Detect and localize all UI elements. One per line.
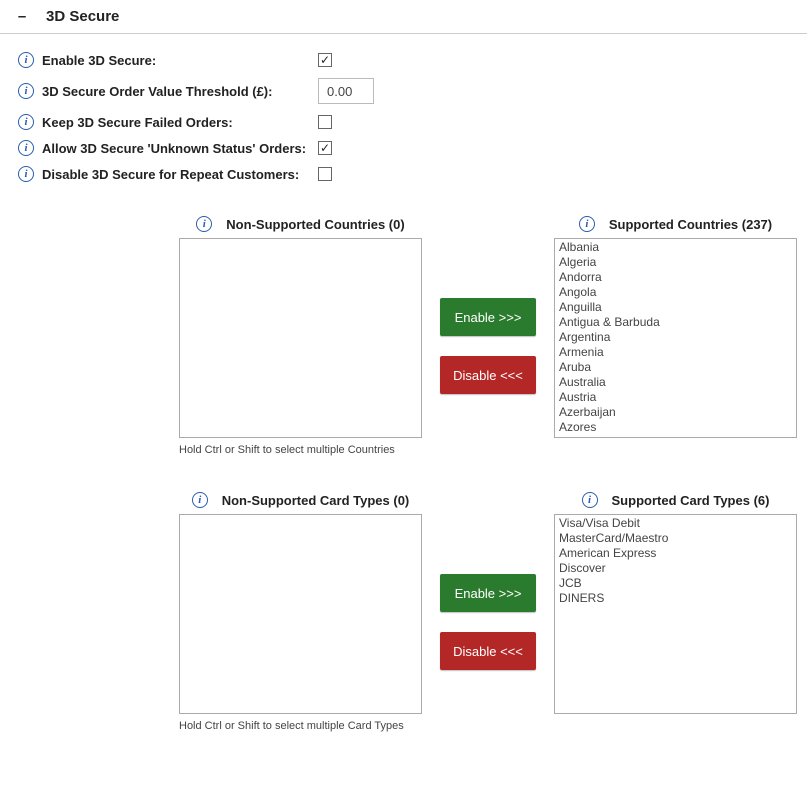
- info-icon[interactable]: i: [18, 114, 34, 130]
- setting-label: Enable 3D Secure:: [42, 53, 312, 68]
- cardtypes-transfer: i Non-Supported Card Types (0) Hold Ctrl…: [167, 472, 807, 736]
- setting-label: Keep 3D Secure Failed Orders:: [42, 115, 312, 130]
- list-item[interactable]: DINERS: [557, 591, 794, 606]
- list-item[interactable]: Angola: [557, 285, 794, 300]
- countries-transfer: i Non-Supported Countries (0) Hold Ctrl …: [167, 196, 807, 460]
- enable-3ds-checkbox[interactable]: [318, 53, 332, 67]
- setting-enable-3ds: i Enable 3D Secure:: [18, 52, 795, 68]
- list-item[interactable]: Anguilla: [557, 300, 794, 315]
- info-icon[interactable]: i: [579, 216, 595, 232]
- list-item[interactable]: Andorra: [557, 270, 794, 285]
- header-text: Non-Supported Countries (0): [226, 217, 404, 232]
- info-icon[interactable]: i: [192, 492, 208, 508]
- settings-block: i Enable 3D Secure: i 3D Secure Order Va…: [0, 34, 807, 196]
- countries-transfer-buttons: Enable >>> Disable <<<: [440, 298, 536, 394]
- info-icon[interactable]: i: [18, 52, 34, 68]
- supported-countries-listbox[interactable]: AlbaniaAlgeriaAndorraAngolaAnguillaAntig…: [554, 238, 797, 438]
- list-item[interactable]: American Express: [557, 546, 794, 561]
- supported-countries-col: i Supported Countries (237) AlbaniaAlger…: [554, 216, 797, 438]
- countries-disable-button[interactable]: Disable <<<: [440, 356, 536, 394]
- cardtypes-hint: Hold Ctrl or Shift to select multiple Ca…: [179, 720, 404, 732]
- list-item[interactable]: Australia: [557, 375, 794, 390]
- setting-label: Allow 3D Secure 'Unknown Status' Orders:: [42, 141, 312, 156]
- cardtypes-disable-button[interactable]: Disable <<<: [440, 632, 536, 670]
- non-supported-countries-col: i Non-Supported Countries (0) Hold Ctrl …: [179, 216, 422, 456]
- allow-unknown-checkbox[interactable]: [318, 141, 332, 155]
- list-item[interactable]: Argentina: [557, 330, 794, 345]
- info-icon[interactable]: i: [18, 166, 34, 182]
- supported-countries-header: i Supported Countries (237): [579, 216, 772, 232]
- list-item[interactable]: Antigua & Barbuda: [557, 315, 794, 330]
- non-supported-cardtypes-header: i Non-Supported Card Types (0): [192, 492, 410, 508]
- list-item[interactable]: Azerbaijan: [557, 405, 794, 420]
- header-text: Non-Supported Card Types (0): [222, 493, 410, 508]
- list-item[interactable]: Albania: [557, 240, 794, 255]
- info-icon[interactable]: i: [582, 492, 598, 508]
- list-item[interactable]: Visa/Visa Debit: [557, 516, 794, 531]
- supported-cardtypes-header: i Supported Card Types (6): [582, 492, 770, 508]
- list-item[interactable]: Armenia: [557, 345, 794, 360]
- section-header: – 3D Secure: [0, 0, 807, 34]
- setting-allow-unknown: i Allow 3D Secure 'Unknown Status' Order…: [18, 140, 795, 156]
- non-supported-countries-listbox[interactable]: [179, 238, 422, 438]
- list-item[interactable]: Azores: [557, 420, 794, 435]
- list-item[interactable]: Bahamas: [557, 435, 794, 438]
- supported-cardtypes-col: i Supported Card Types (6) Visa/Visa Deb…: [554, 492, 797, 714]
- supported-cardtypes-listbox[interactable]: Visa/Visa DebitMasterCard/MaestroAmerica…: [554, 514, 797, 714]
- list-item[interactable]: Aruba: [557, 360, 794, 375]
- threshold-input[interactable]: [318, 78, 374, 104]
- list-item[interactable]: Algeria: [557, 255, 794, 270]
- non-supported-cardtypes-listbox[interactable]: [179, 514, 422, 714]
- list-item[interactable]: Discover: [557, 561, 794, 576]
- non-supported-countries-header: i Non-Supported Countries (0): [196, 216, 404, 232]
- list-item[interactable]: Austria: [557, 390, 794, 405]
- setting-label: Disable 3D Secure for Repeat Customers:: [42, 167, 312, 182]
- info-icon[interactable]: i: [18, 140, 34, 156]
- info-icon[interactable]: i: [18, 83, 34, 99]
- non-supported-cardtypes-col: i Non-Supported Card Types (0) Hold Ctrl…: [179, 492, 422, 732]
- section-title: 3D Secure: [46, 8, 119, 25]
- header-text: Supported Card Types (6): [612, 493, 770, 508]
- countries-hint: Hold Ctrl or Shift to select multiple Co…: [179, 444, 395, 456]
- info-icon[interactable]: i: [196, 216, 212, 232]
- setting-threshold: i 3D Secure Order Value Threshold (£):: [18, 78, 795, 104]
- header-text: Supported Countries (237): [609, 217, 772, 232]
- list-item[interactable]: MasterCard/Maestro: [557, 531, 794, 546]
- disable-repeat-checkbox[interactable]: [318, 167, 332, 181]
- collapse-toggle[interactable]: –: [16, 11, 28, 23]
- list-item[interactable]: JCB: [557, 576, 794, 591]
- countries-enable-button[interactable]: Enable >>>: [440, 298, 536, 336]
- setting-label: 3D Secure Order Value Threshold (£):: [42, 84, 312, 99]
- cardtypes-enable-button[interactable]: Enable >>>: [440, 574, 536, 612]
- cardtypes-transfer-buttons: Enable >>> Disable <<<: [440, 574, 536, 670]
- setting-disable-repeat: i Disable 3D Secure for Repeat Customers…: [18, 166, 795, 182]
- keep-failed-checkbox[interactable]: [318, 115, 332, 129]
- setting-keep-failed: i Keep 3D Secure Failed Orders:: [18, 114, 795, 130]
